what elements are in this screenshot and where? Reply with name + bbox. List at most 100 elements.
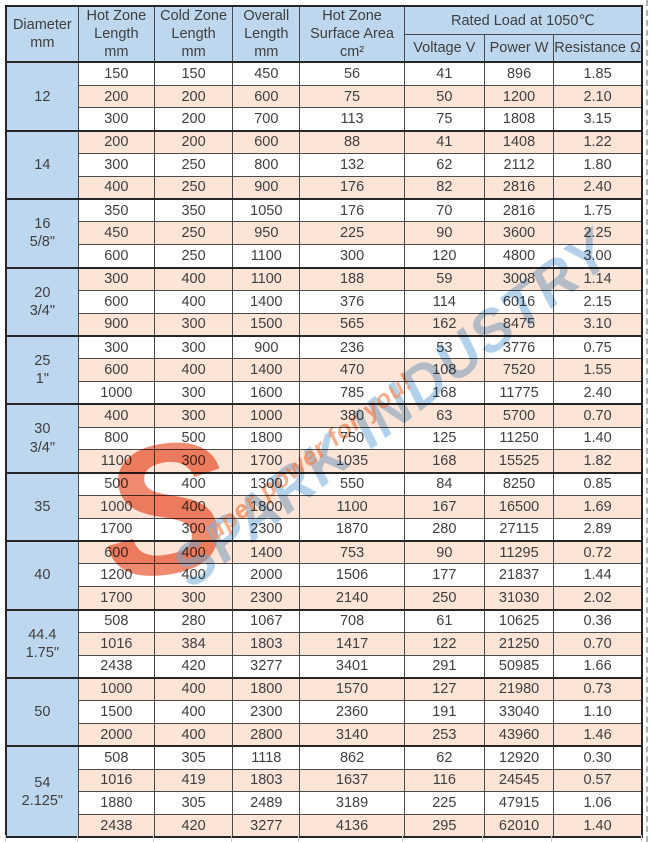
- gridline-stub: [482, 835, 483, 842]
- table-row: 1200 400 2000 1506 177 21837 1.44: [6, 563, 643, 588]
- data-cell: 1050: [232, 198, 301, 223]
- data-cell: 250: [153, 244, 234, 269]
- data-cell: 250: [153, 175, 234, 200]
- data-cell: 708: [299, 608, 405, 633]
- table-row: 14 200 200 600 88 41 1408 1.22: [5, 129, 643, 200]
- data-cell: 420: [153, 654, 234, 679]
- table-row: 1016 419 1803 1637 116 24545 0.57: [6, 768, 643, 793]
- data-cell: 12920: [483, 745, 555, 770]
- data-cell: 2438: [77, 814, 155, 838]
- data-cell: 1.85: [553, 61, 643, 86]
- data-cell: 75: [403, 107, 485, 132]
- data-cell: 250: [153, 153, 234, 177]
- diameter-cell: 16 5/8": [5, 198, 79, 269]
- data-cell: 1.69: [553, 495, 643, 519]
- data-cell: 600: [232, 129, 301, 155]
- data-cell: 2000: [232, 563, 301, 588]
- data-cell: 300: [153, 586, 234, 610]
- data-cell: 1637: [299, 768, 405, 793]
- data-cell: 280: [153, 608, 234, 633]
- data-cell: 1700: [77, 517, 155, 542]
- data-cell: 116: [403, 768, 485, 793]
- table-row: 1000 400 1800 1100 167 16500 1.69: [6, 495, 643, 519]
- data-cell: 500: [77, 471, 155, 497]
- data-cell: 400: [153, 471, 234, 497]
- data-cell: 75: [299, 84, 405, 109]
- data-cell: 253: [403, 722, 485, 747]
- data-cell: 11250: [483, 426, 555, 451]
- gridline-stub: [77, 835, 78, 842]
- data-cell: 1067: [232, 608, 301, 633]
- data-cell: 2300: [232, 517, 301, 542]
- diameter-cell: 30 3/4": [5, 403, 79, 474]
- data-cell: 2140: [299, 586, 405, 610]
- data-cell: 63: [403, 403, 485, 428]
- data-cell: 1700: [77, 586, 155, 610]
- data-cell: 1000: [77, 495, 155, 519]
- data-cell: 1.40: [553, 426, 643, 451]
- table-row: 40 600 400 1400 753 90 11295 0.72: [5, 540, 643, 611]
- diameter-cell: 25 1": [5, 334, 79, 405]
- data-cell: 0.70: [553, 403, 643, 428]
- data-cell: 1.55: [553, 358, 643, 383]
- data-cell: 0.73: [553, 676, 643, 702]
- data-cell: 800: [232, 153, 301, 177]
- data-cell: 191: [403, 700, 485, 724]
- data-cell: 550: [299, 471, 405, 497]
- table-body: 12 150 150 450 56 41 896 1.85 200 200 600 75 50 1200 2…: [5, 61, 643, 838]
- data-cell: 1803: [232, 631, 301, 656]
- data-cell: 0.36: [553, 608, 643, 633]
- table-row: 35 500 400 1300 550 84 8250 0.85: [5, 471, 643, 542]
- header-power: Power W: [483, 34, 555, 63]
- data-cell: 3277: [232, 654, 301, 679]
- table-row: 1000 300 1600 785 168 11775 2.40: [6, 381, 643, 405]
- data-cell: 470: [299, 358, 405, 383]
- data-cell: 1408: [483, 129, 555, 155]
- data-cell: 400: [153, 676, 234, 702]
- data-cell: 600: [77, 289, 155, 314]
- heating-element-spec-table: Diameter mm Hot Zone Length mm Cold Zone…: [5, 5, 643, 839]
- data-cell: 2438: [77, 654, 155, 679]
- data-cell: 6016: [483, 289, 555, 314]
- header-hot-zone-length: Hot Zone Length mm: [77, 5, 155, 63]
- data-cell: 508: [77, 745, 155, 770]
- data-cell: 753: [299, 540, 405, 565]
- data-cell: 400: [77, 175, 155, 200]
- data-cell: 113: [299, 107, 405, 132]
- table-row: 300 200 700 113 75 1808 3.15: [6, 107, 643, 132]
- diameter-cell: 35: [5, 471, 79, 542]
- data-cell: 33040: [483, 700, 555, 724]
- data-cell: 1880: [77, 791, 155, 816]
- data-cell: 300: [77, 334, 155, 360]
- data-cell: 200: [77, 84, 155, 109]
- data-cell: 2.89: [553, 517, 643, 542]
- data-cell: 896: [483, 61, 555, 86]
- data-cell: 450: [77, 221, 155, 246]
- data-cell: 188: [299, 266, 405, 291]
- data-cell: 862: [299, 745, 405, 770]
- data-cell: 500: [153, 426, 234, 451]
- data-cell: 200: [153, 84, 234, 109]
- data-cell: 950: [232, 221, 301, 246]
- data-cell: 2.10: [553, 84, 643, 109]
- data-cell: 1.82: [553, 449, 643, 474]
- table-row: 900 300 1500 565 162 8475 3.10: [6, 312, 643, 337]
- data-cell: 1016: [77, 768, 155, 793]
- data-cell: 2.25: [553, 221, 643, 246]
- data-cell: 1506: [299, 563, 405, 588]
- data-cell: 2.40: [553, 381, 643, 405]
- header-overall-length: Overall Length mm: [232, 5, 301, 63]
- data-cell: 1700: [232, 449, 301, 474]
- data-cell: 3.10: [553, 312, 643, 337]
- data-cell: 59: [403, 266, 485, 291]
- data-cell: 300: [77, 266, 155, 291]
- data-cell: 1.10: [553, 700, 643, 724]
- data-cell: 400: [153, 358, 234, 383]
- data-cell: 305: [153, 791, 234, 816]
- gridline-stub: [298, 835, 299, 842]
- data-cell: 88: [299, 129, 405, 155]
- data-cell: 3600: [483, 221, 555, 246]
- data-cell: 11775: [483, 381, 555, 405]
- data-cell: 1.40: [553, 814, 643, 838]
- data-cell: 750: [299, 426, 405, 451]
